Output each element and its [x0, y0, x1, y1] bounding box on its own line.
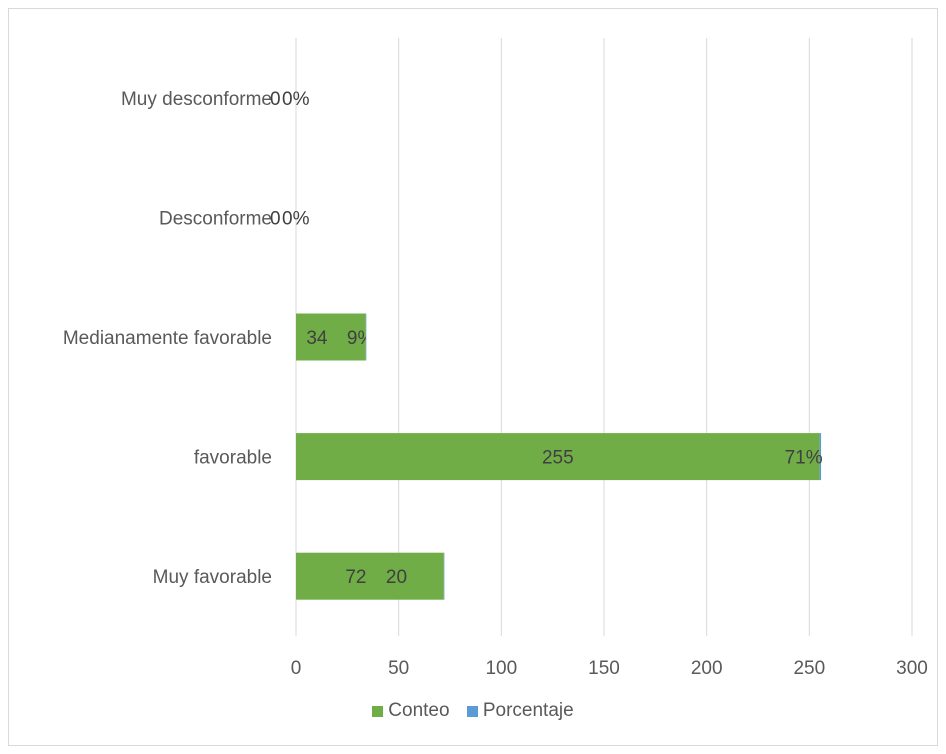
data-label-conteo-favorable: 255 [542, 448, 574, 469]
category-label-desconforme: Desconforme [159, 208, 272, 229]
bar-conteo-muy-favorable [296, 552, 444, 600]
bar-porcentaje-favorable [819, 433, 822, 481]
x-tick-label-150: 150 [588, 658, 620, 679]
legend-item-porcentaje: Porcentaje [466, 700, 574, 722]
chart-legend: Conteo Porcentaje [0, 700, 946, 723]
x-tick-label-200: 200 [691, 658, 723, 679]
data-label-porcentaje-muy-desconforme: 0% [282, 89, 310, 110]
legend-swatch-porcentaje [466, 705, 478, 717]
legend-swatch-conteo [372, 705, 384, 717]
legend-label-porcentaje: Porcentaje [482, 700, 574, 721]
category-label-medianamente-favorable: Medianamente favorable [63, 328, 272, 349]
data-label-conteo-muy-favorable: 72 [345, 567, 366, 588]
data-label-porcentaje-medianamente-favorable: 9% [347, 328, 375, 349]
bar-porcentaje-muy-favorable [443, 552, 445, 600]
data-label-porcentaje-favorable: 71% [785, 448, 823, 469]
chart-frame [8, 8, 938, 746]
data-label-conteo-desconforme: 0 [270, 208, 281, 229]
x-tick-label-250: 250 [793, 658, 825, 679]
data-label-conteo-muy-desconforme: 0 [270, 89, 281, 110]
legend-label-conteo: Conteo [388, 700, 450, 721]
legend-item-conteo: Conteo [372, 700, 450, 722]
category-label-favorable: favorable [194, 448, 272, 469]
data-label-porcentaje-muy-favorable: 20 [386, 567, 407, 588]
bar-porcentaje-medianamente-favorable [365, 313, 367, 361]
data-label-porcentaje-desconforme: 0% [282, 208, 310, 229]
data-label-conteo-medianamente-favorable: 34 [306, 328, 328, 349]
x-tick-label-50: 50 [388, 658, 409, 679]
category-label-muy-desconforme: Muy desconforme [121, 89, 272, 110]
x-tick-label-0: 0 [291, 658, 302, 679]
x-tick-label-100: 100 [485, 658, 517, 679]
category-label-muy-favorable: Muy favorable [153, 567, 272, 588]
x-tick-label-300: 300 [896, 658, 928, 679]
bar-conteo-medianamente-favorable [296, 313, 366, 361]
bar-conteo-favorable [296, 433, 820, 481]
